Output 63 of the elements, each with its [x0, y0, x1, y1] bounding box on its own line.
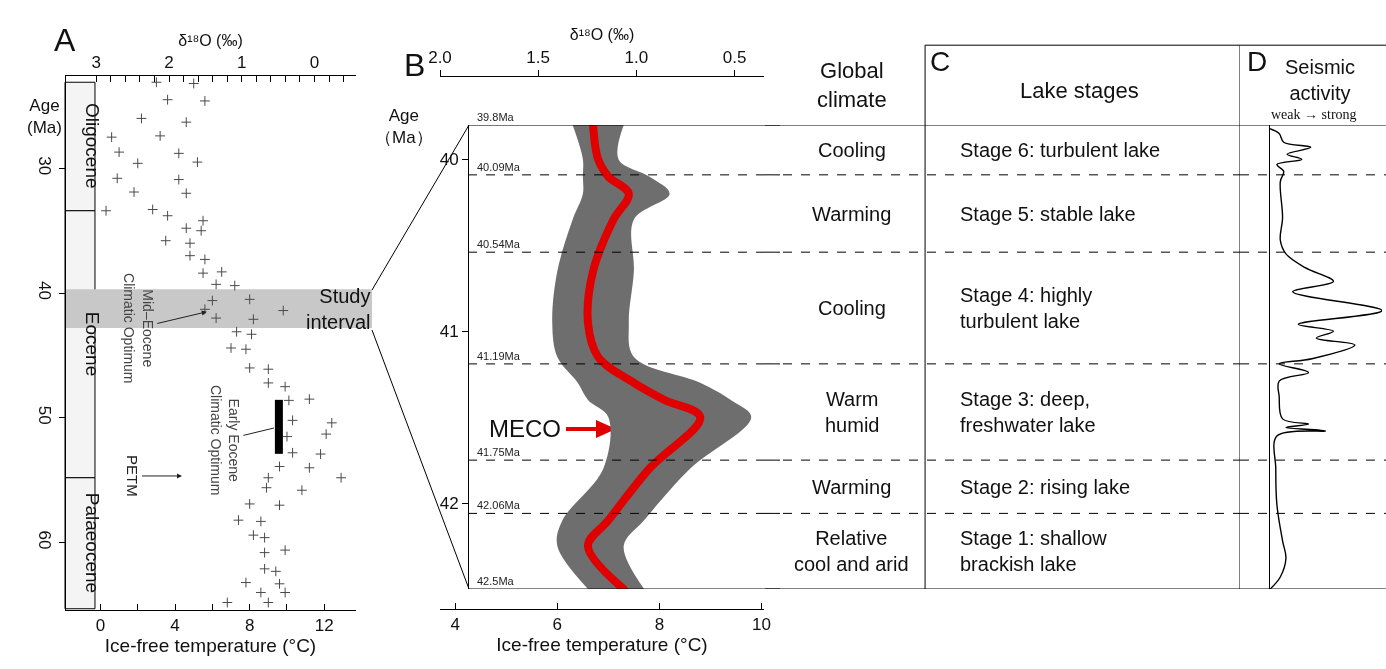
- x-tick-label: 0: [95, 616, 106, 636]
- category-label: Lake stages: [1020, 78, 1139, 103]
- annotation: PETM: [123, 454, 141, 497]
- ref-line-label: 41.19Ma: [477, 350, 521, 362]
- x-tick-label: 6: [552, 615, 563, 635]
- x2-tick-label: 2.0: [428, 48, 452, 68]
- ref-line-label: 42.06Ma: [477, 499, 521, 511]
- ref-line-label: 41.75Ma: [477, 446, 521, 458]
- band-label: Oligocene: [81, 103, 103, 189]
- x2-tick-label: 1: [237, 53, 247, 73]
- y-tick-label: 60: [34, 530, 54, 550]
- x-tick-label: 12: [314, 616, 334, 636]
- ref-line-label: 39.8Ma: [477, 111, 515, 123]
- x2-tick-label: 1.5: [526, 48, 550, 68]
- text: Cooling: [818, 297, 886, 319]
- x2-tick-label: 0: [309, 53, 320, 73]
- x-tick-label: 8: [654, 615, 665, 635]
- x-axis-title: Ice-free temperature (°C): [496, 634, 708, 656]
- band-label: Eocene: [81, 311, 103, 377]
- band-label: Study interval: [306, 285, 371, 333]
- x-tick-label: 8: [244, 616, 255, 636]
- y-tick-label: 41: [439, 322, 459, 342]
- x2-axis-title: δ¹⁸O (‰): [569, 26, 635, 44]
- chart-title: A: [54, 22, 76, 58]
- chart-title: D: [1247, 46, 1268, 77]
- ref-line-label: 40.09Ma: [477, 161, 521, 173]
- text: C: [930, 46, 951, 77]
- x-tick-label: 10: [751, 615, 771, 635]
- annotation: Mid–Eocene Climatic Optimum: [121, 273, 156, 384]
- text: Warming: [812, 476, 892, 498]
- x2-tick-label: 2: [164, 53, 174, 73]
- x2-tick-label: 1.0: [624, 48, 649, 68]
- text: Stage 3: deep, freshwater lake: [960, 388, 1096, 436]
- y-axis-title: Age (Ma): [27, 96, 62, 138]
- y-tick-label: 40: [34, 281, 54, 300]
- annotation: Early Eocene Climatic Optimum: [207, 384, 242, 496]
- text: Warming: [812, 203, 892, 225]
- x2-tick-label: 0.5: [722, 48, 747, 68]
- category-label: Global climate: [817, 58, 887, 112]
- y-tick-label: 50: [34, 405, 54, 425]
- text: Stage 2: rising lake: [960, 476, 1131, 498]
- chart-subtitle: Seismic activity: [1285, 56, 1356, 104]
- ref-line-label: 40.54Ma: [477, 238, 521, 250]
- text: Stage 1: shallow brackish lake: [960, 527, 1107, 575]
- chart-title: B: [404, 47, 426, 83]
- text: Relative cool and arid: [794, 527, 909, 575]
- x-axis-title: weak → strong: [1271, 107, 1357, 122]
- y-tick-label: 30: [34, 156, 54, 176]
- y-tick-label: 42: [439, 494, 459, 514]
- ref-line-label: 42.5Ma: [477, 575, 515, 587]
- annotation: MECO: [489, 415, 561, 442]
- x2-axis-title: δ¹⁸O (‰): [178, 32, 243, 50]
- x-tick-label: 4: [450, 615, 461, 635]
- band-label: Palaeocene: [81, 492, 103, 594]
- text: Stage 5: stable lake: [960, 203, 1136, 225]
- text: Stage 4: highly turbulent lake: [960, 284, 1093, 332]
- y-axis-title: Age （Ma）: [375, 106, 433, 148]
- x-axis-title: Ice-free temperature (°C): [104, 635, 317, 657]
- text: Cooling: [818, 139, 886, 161]
- x2-tick-label: 3: [91, 53, 102, 73]
- text: Stage 6: turbulent lake: [960, 139, 1161, 161]
- x-tick-label: 4: [170, 616, 180, 636]
- text: Warm humid: [825, 388, 880, 436]
